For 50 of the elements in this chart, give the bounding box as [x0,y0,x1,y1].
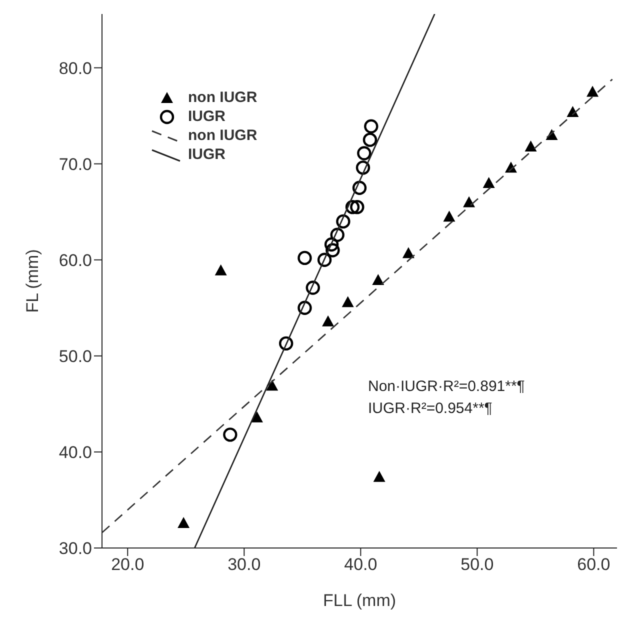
point [317,252,332,267]
point [566,106,579,117]
annotation: IUGR·R²=0.954**¶ [368,400,492,417]
y-tick-label: 30.0 [58,539,92,558]
point [443,210,456,222]
point [350,200,364,214]
point [250,411,263,422]
point [357,146,372,160]
legend-label: IUGR [188,145,226,164]
y-tick-label: 70.0 [58,154,92,174]
point [372,274,384,286]
legend-label: IUGR [188,107,226,126]
point [214,264,227,276]
point [463,196,476,208]
point [373,470,386,482]
point [223,428,238,442]
point [326,243,340,258]
legend-label: non IUGR [188,126,258,145]
point [352,180,367,195]
y-tick-label: 50.0 [58,346,92,366]
point [402,247,414,258]
point [362,132,378,147]
point [524,140,537,152]
point [324,237,339,252]
point [364,119,378,134]
point [342,296,354,308]
y-tick-label: 40.0 [58,442,92,462]
point [306,280,320,295]
point [298,250,312,266]
x-tick-label: 20.0 [111,555,144,574]
y-axis-title: FL (mm) [23,249,42,313]
point [586,86,599,97]
point [345,200,360,214]
point [482,177,495,188]
point [336,214,350,229]
y-tick-label: 80.0 [58,58,92,78]
x-axis-title: FLL (mm) [322,591,396,610]
point [322,315,334,326]
point [278,336,294,351]
point [298,300,312,315]
annotation: Non·IUGR·R²=0.891**¶ [368,378,525,395]
x-tick-label: 40.0 [344,555,378,574]
legend-label: non IUGR [188,88,258,107]
x-tick-label: 50.0 [460,555,494,574]
y-tick-label: 60.0 [58,250,92,270]
x-tick-label: 60.0 [577,555,610,574]
x-tick-label: 30.0 [228,555,261,574]
point [356,160,370,175]
point [178,517,190,528]
point [330,228,344,242]
